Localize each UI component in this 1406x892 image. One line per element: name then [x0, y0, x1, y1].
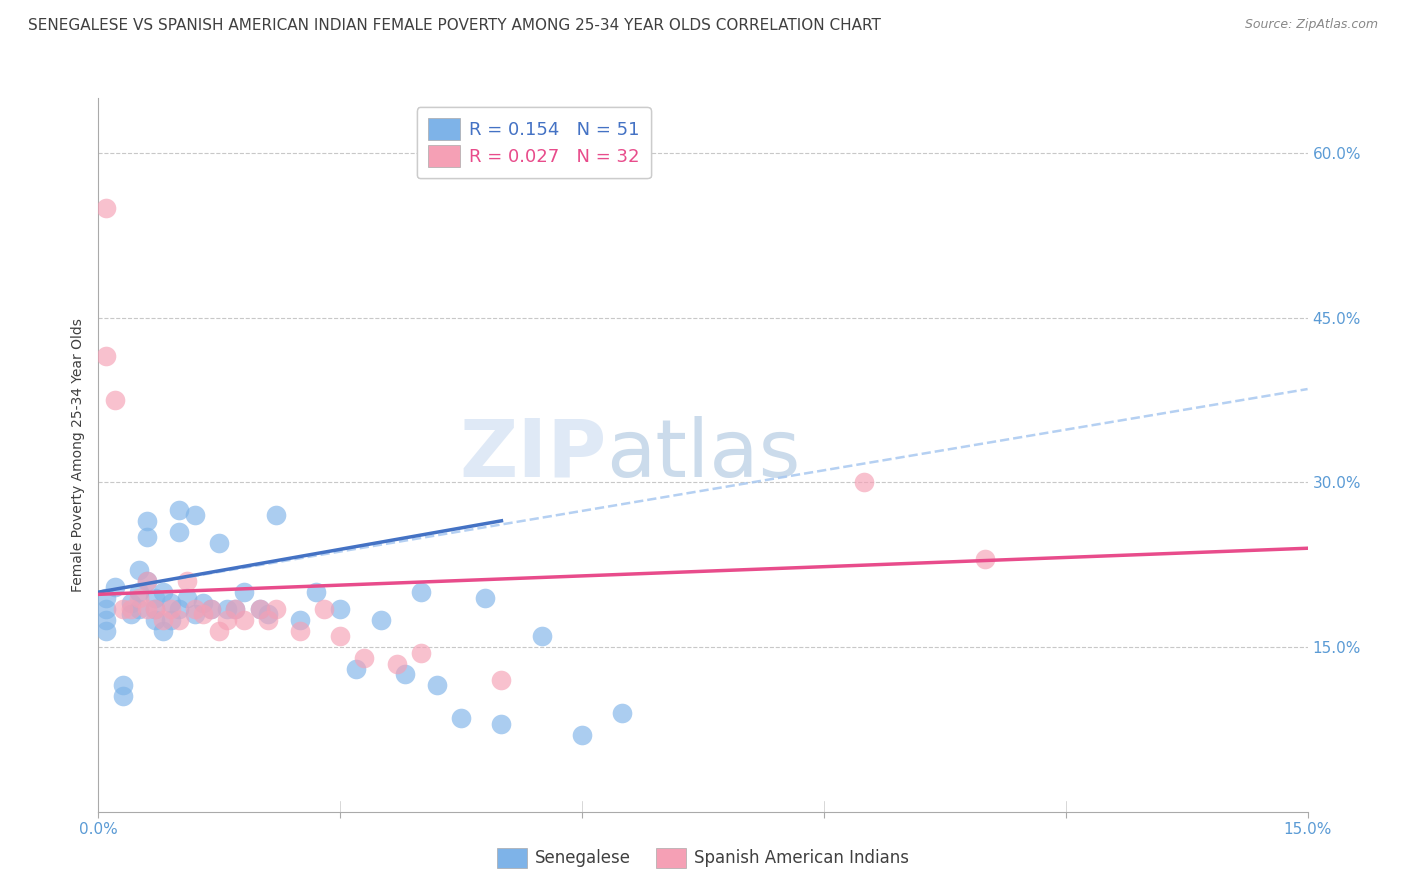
Point [176, 591, 198, 605]
Point [184, 508, 207, 523]
Point [167, 613, 190, 627]
Y-axis label: Female Poverty Among 25-34 Year Olds: Female Poverty Among 25-34 Year Olds [72, 318, 86, 592]
Point [217, 613, 239, 627]
Point [370, 613, 392, 627]
Point [193, 596, 215, 610]
Point [160, 613, 183, 627]
Point [409, 646, 432, 660]
Point [208, 535, 231, 549]
Text: atlas: atlas [606, 416, 800, 494]
Point [193, 607, 215, 621]
Point [224, 601, 246, 615]
Point [344, 662, 367, 676]
Point [143, 601, 166, 615]
Text: SENEGALESE VS SPANISH AMERICAN INDIAN FEMALE POVERTY AMONG 25-34 YEAR OLDS CORRE: SENEGALESE VS SPANISH AMERICAN INDIAN FE… [28, 18, 882, 33]
Point [128, 591, 150, 605]
Point [249, 601, 271, 615]
Point [152, 585, 174, 599]
Point [394, 667, 416, 681]
Point [853, 475, 876, 490]
Point [249, 601, 271, 615]
Point [111, 601, 134, 615]
Point [288, 624, 311, 638]
Point [128, 563, 150, 577]
Point [96, 613, 118, 627]
Point [264, 508, 287, 523]
Point [305, 585, 328, 599]
Point [120, 601, 142, 615]
Point [128, 601, 150, 615]
Point [167, 524, 190, 539]
Point [612, 706, 634, 720]
Point [200, 601, 222, 615]
Legend: Senegalese, Spanish American Indians: Senegalese, Spanish American Indians [491, 841, 915, 875]
Point [208, 624, 231, 638]
Point [135, 530, 157, 544]
Point [152, 624, 174, 638]
Point [217, 601, 239, 615]
Point [256, 607, 278, 621]
Point [128, 585, 150, 599]
Point [160, 596, 183, 610]
Point [96, 201, 118, 215]
Point [450, 711, 472, 725]
Point [200, 601, 222, 615]
Point [135, 514, 157, 528]
Point [96, 601, 118, 615]
Point [974, 552, 997, 566]
Point [491, 717, 513, 731]
Point [143, 591, 166, 605]
Point [176, 574, 198, 589]
Point [264, 601, 287, 615]
Point [120, 607, 142, 621]
Text: Source: ZipAtlas.com: Source: ZipAtlas.com [1244, 18, 1378, 31]
Point [224, 601, 246, 615]
Point [474, 591, 496, 605]
Point [103, 580, 125, 594]
Point [152, 613, 174, 627]
Point [167, 503, 190, 517]
Point [314, 601, 336, 615]
Legend: R = 0.154   N = 51, R = 0.027   N = 32: R = 0.154 N = 51, R = 0.027 N = 32 [416, 107, 651, 178]
Point [160, 601, 183, 615]
Text: ZIP: ZIP [458, 416, 606, 494]
Point [353, 651, 375, 665]
Point [135, 574, 157, 589]
Point [111, 678, 134, 692]
Point [232, 613, 254, 627]
Point [167, 601, 190, 615]
Point [409, 585, 432, 599]
Point [571, 728, 593, 742]
Point [232, 585, 254, 599]
Point [530, 629, 553, 643]
Point [96, 624, 118, 638]
Point [385, 657, 408, 671]
Point [426, 678, 449, 692]
Point [143, 601, 166, 615]
Point [184, 601, 207, 615]
Point [143, 613, 166, 627]
Point [329, 629, 352, 643]
Point [135, 601, 157, 615]
Point [256, 613, 278, 627]
Point [135, 574, 157, 589]
Point [288, 613, 311, 627]
Point [184, 607, 207, 621]
Point [103, 392, 125, 407]
Point [96, 349, 118, 363]
Point [96, 591, 118, 605]
Point [111, 690, 134, 704]
Point [120, 596, 142, 610]
Point [329, 601, 352, 615]
Point [491, 673, 513, 687]
